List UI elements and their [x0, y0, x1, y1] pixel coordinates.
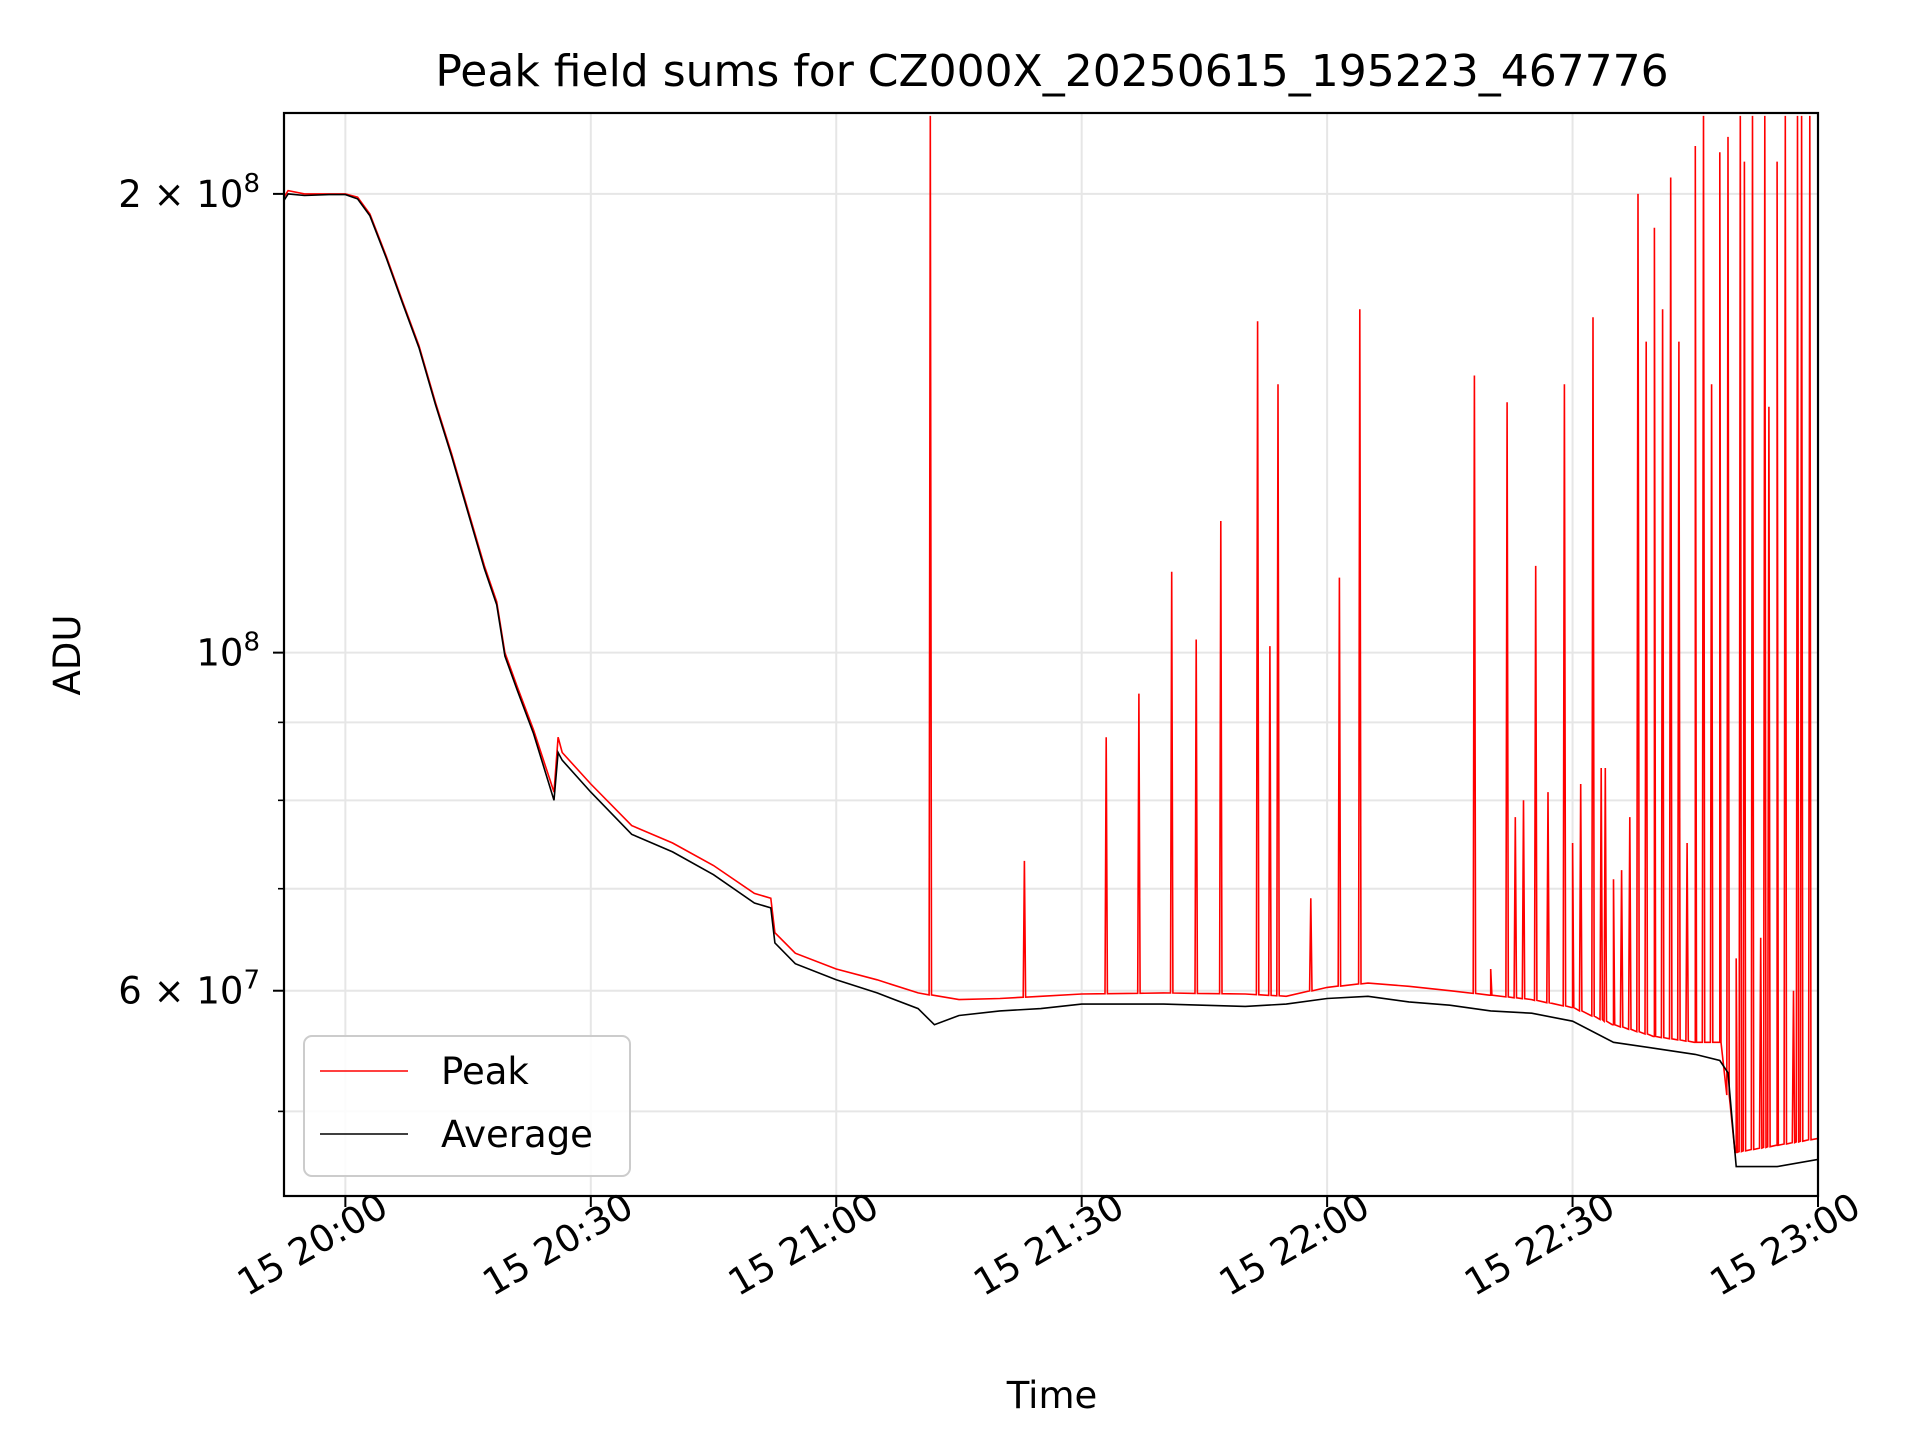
y-tick-label: 2 × 108	[118, 169, 260, 216]
y-axis-label: ADU	[46, 615, 89, 696]
legend: Peak Average	[303, 1035, 631, 1177]
x-axis-label: Time	[1006, 1374, 1098, 1417]
series-line-peak	[284, 115, 1818, 1154]
plot-frame	[282, 111, 1820, 1198]
y-axis: 108 2 × 108 6 × 107	[118, 169, 284, 1113]
chart-title: Peak field sums for CZ000X_20250615_1952…	[435, 46, 1668, 97]
y-tick-label: 108	[196, 628, 260, 675]
y-tick-label: 6 × 107	[118, 966, 260, 1013]
legend-label-peak: Peak	[441, 1050, 529, 1093]
legend-label-average: Average	[441, 1113, 593, 1156]
series-layer	[284, 115, 1818, 1168]
series-line-average	[284, 193, 1818, 1168]
